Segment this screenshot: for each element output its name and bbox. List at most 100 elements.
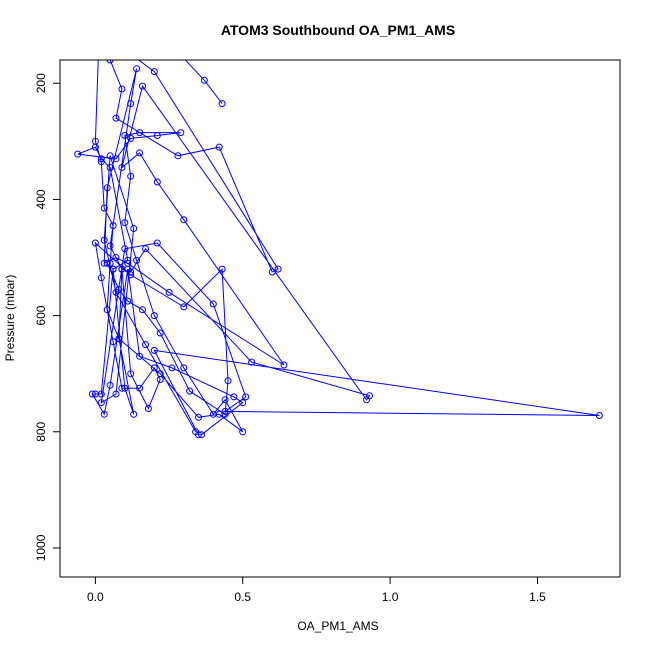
data-point: [127, 100, 135, 108]
data-point: [209, 410, 217, 418]
data-point: [136, 384, 144, 392]
data-point: [248, 358, 256, 366]
data-point: [198, 431, 205, 439]
data-point: [100, 204, 108, 212]
data-point: [142, 341, 149, 349]
data-point: [239, 399, 247, 407]
y-tick-label: 400: [34, 189, 48, 209]
data-point: [209, 300, 217, 308]
data-point: [215, 143, 223, 151]
data-point: [221, 396, 229, 404]
data-point: [97, 274, 105, 282]
data-point: [150, 68, 158, 76]
data-point: [121, 219, 129, 227]
data-point: [218, 265, 226, 273]
data-point: [174, 152, 182, 160]
y-tick-label: 600: [34, 305, 48, 325]
data-point: [136, 149, 144, 157]
data-point: [133, 65, 141, 73]
x-axis-label: OA_PM1_AMS: [297, 619, 378, 633]
data-point: [150, 346, 158, 354]
data-point: [100, 410, 108, 418]
data-point: [106, 164, 114, 171]
data-point: [150, 312, 158, 320]
data-point: [103, 184, 111, 192]
data-point: [121, 132, 129, 139]
data-point: [100, 236, 108, 244]
data-point: [366, 392, 373, 400]
data-point: [103, 306, 111, 314]
data-point: [96, 60, 101, 61]
data-point: [121, 384, 129, 392]
data-point: [127, 172, 135, 180]
data-point: [91, 143, 99, 151]
data-point: [133, 256, 141, 264]
data-point: [218, 100, 226, 108]
x-tick-label: 1.0: [382, 590, 399, 604]
y-tick-label: 200: [34, 73, 48, 93]
data-point: [139, 306, 146, 314]
data-point: [127, 134, 135, 142]
data-point: [115, 335, 123, 343]
data-point: [74, 150, 82, 158]
data-point: [124, 256, 132, 264]
data-point: [230, 393, 238, 401]
data-point: [97, 155, 105, 163]
data-point: [221, 407, 229, 415]
plot-frame: [59, 59, 621, 578]
data-point: [139, 82, 146, 90]
data-point: [106, 152, 114, 160]
data-point: [200, 76, 208, 84]
data-point: [109, 222, 117, 230]
data-point: [274, 265, 282, 273]
data-point: [112, 114, 120, 122]
data-point: [109, 338, 117, 346]
data-point: [112, 390, 120, 398]
data-point: [156, 376, 164, 383]
data-point: [153, 178, 161, 186]
data-point: [239, 428, 247, 436]
chart-title: ATOM3 Southbound OA_PM1_AMS: [221, 22, 455, 38]
data-point: [144, 405, 152, 412]
data-point: [130, 410, 138, 418]
data-point: [91, 239, 99, 247]
data-point: [112, 288, 120, 296]
data-point: [100, 259, 108, 267]
data-point: [88, 390, 96, 398]
data-point: [156, 329, 164, 337]
data-point: [242, 393, 250, 401]
data-point: [186, 387, 194, 395]
data-point: [595, 412, 603, 419]
data-point: [109, 265, 117, 273]
data-point: [106, 381, 114, 389]
x-tick-label: 0.5: [234, 590, 251, 604]
data-point: [180, 303, 188, 311]
data-point: [130, 225, 138, 232]
data-point: [97, 399, 105, 407]
data-point: [112, 254, 120, 261]
data-point: [192, 428, 200, 436]
data-layer: [74, 40, 603, 439]
data-point: [280, 361, 288, 369]
data-point: [91, 390, 99, 398]
data-point: [127, 370, 135, 378]
data-point: [106, 60, 114, 64]
series-line: [77, 60, 600, 436]
data-point: [268, 268, 276, 276]
data-point: [136, 352, 144, 360]
data-point: [153, 239, 161, 247]
data-point: [177, 129, 185, 137]
x-tick-label: 0.0: [87, 590, 104, 604]
data-point: [106, 242, 114, 250]
data-point: [168, 364, 176, 372]
data-point: [118, 384, 126, 392]
data-point: [128, 51, 134, 57]
data-point: [195, 413, 202, 421]
data-point: [166, 40, 172, 46]
data-point: [153, 132, 161, 139]
data-point: [112, 155, 120, 163]
data-point: [150, 364, 158, 372]
data-point: [165, 288, 173, 296]
data-point: [180, 216, 188, 224]
